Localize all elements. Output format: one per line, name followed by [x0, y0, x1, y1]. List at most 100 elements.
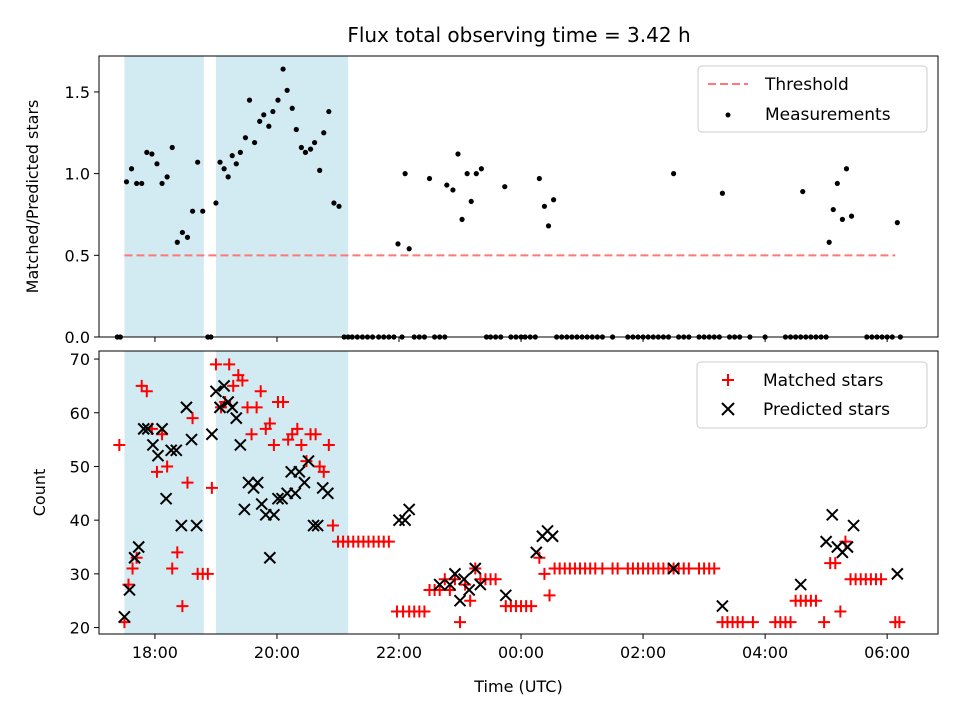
predicted-star-point: [499, 589, 512, 602]
predicted-star-point: [398, 513, 412, 527]
shaded-region: [215, 56, 349, 337]
predicted-star-point: [185, 433, 198, 446]
measurement-point: [213, 200, 219, 206]
predicted-star-point: [155, 422, 169, 436]
plot-frame: [98, 350, 939, 635]
matched-star-point: [809, 594, 822, 607]
matched-star-point: [171, 546, 184, 559]
predicted-star-point: [841, 540, 854, 554]
matched-star-point: [784, 616, 797, 629]
measurement-point: [321, 130, 327, 136]
measurement-point: [541, 203, 548, 209]
predicted-star-point: [448, 567, 462, 581]
measurement-point: [200, 208, 206, 214]
measurement-point: [284, 87, 290, 93]
matched-star-point: [382, 535, 395, 548]
measurement-point: [217, 159, 223, 165]
measurement-point: [174, 239, 180, 245]
bottom-panel: 20 30 40 50 60 70 18:00 20:00 22:00 00:00 02:00 04:…: [30, 350, 939, 696]
measurement-point: [302, 149, 309, 155]
predicted-star-point: [164, 444, 178, 457]
legend-measurements-label: Measurements: [765, 105, 891, 125]
predicted-star-point: [307, 519, 320, 532]
predicted-star-point: [151, 449, 165, 462]
x-tick-label: 06:00: [864, 643, 910, 662]
top-legend-box: [697, 65, 928, 133]
matched-star-point: [113, 438, 126, 451]
x-tick-label: 04:00: [742, 643, 788, 662]
predicted-star-point: [263, 551, 277, 564]
predicted-star-point: [255, 497, 268, 511]
measurement-point: [184, 234, 191, 240]
matched-star-point: [611, 562, 624, 575]
measurement-point: [839, 216, 846, 222]
top-legend: Threshold Measurements: [697, 65, 928, 133]
bottom-legend: Matched stars Predicted stars: [696, 361, 928, 429]
measurement-point: [154, 161, 160, 167]
predicted-star-point: [137, 422, 150, 436]
measurement-point: [459, 216, 465, 222]
measurement-point: [395, 241, 401, 247]
matched-star-point: [682, 562, 695, 575]
measurement-point: [289, 105, 295, 111]
y-tick-label: 60: [70, 404, 90, 423]
measurement-point: [550, 197, 557, 203]
matched-star-point: [533, 551, 546, 564]
matched-star-point: [140, 385, 153, 398]
predicted-star-point: [302, 454, 315, 468]
measurement-point: [139, 180, 145, 187]
measurement-point: [502, 184, 508, 190]
predicted-star-point: [462, 583, 476, 597]
matched-star-point: [223, 358, 236, 371]
predicted-star-point: [267, 508, 281, 521]
predicted-star-point: [457, 573, 471, 586]
predicted-star-point: [530, 546, 543, 559]
measurement-point: [843, 166, 850, 172]
predicted-star-point: [226, 401, 239, 414]
measurement-point: [848, 213, 855, 219]
matched-star-point: [454, 616, 467, 629]
measurement-point: [311, 139, 318, 146]
predicted-star-point: [209, 385, 223, 398]
predicted-star-point: [453, 594, 467, 607]
y-axis-label: Matched/Predicted stars: [23, 100, 42, 294]
predicted-star-point: [443, 578, 457, 591]
predicted-star-point: [230, 411, 243, 425]
predicted-star-point: [311, 519, 324, 532]
measurement-point: [144, 149, 150, 155]
y-tick-label: 50: [70, 457, 90, 476]
predicted-star-point: [146, 438, 160, 452]
predicted-star-point: [190, 519, 203, 532]
matched-star-point: [181, 476, 194, 489]
measurement-point: [426, 175, 433, 182]
predicted-star-point: [123, 583, 136, 597]
matched-star-point: [245, 428, 258, 441]
measurement-point: [834, 180, 840, 187]
matched-star-point: [201, 567, 214, 580]
predicted-star-point: [819, 535, 833, 548]
legend-threshold-label: Threshold: [764, 75, 849, 95]
measurement-point: [298, 144, 304, 151]
predicted-star-point: [293, 465, 306, 479]
predicted-star-point: [170, 444, 183, 457]
predicted-star-point: [469, 562, 482, 575]
legend-measurements-swatch: [725, 112, 731, 118]
matched-star-point: [300, 455, 313, 468]
matched-star-point: [161, 460, 174, 473]
measurement-point: [444, 182, 450, 188]
measurement-point: [473, 171, 479, 177]
predicted-star-point: [180, 401, 193, 414]
predicted-star-point: [271, 492, 285, 505]
y-tick-label: 0.5: [65, 246, 90, 265]
measurement-point: [237, 149, 243, 155]
y-tick-label: 1.0: [65, 165, 90, 184]
measurement-point: [545, 223, 552, 229]
shaded-region: [124, 56, 204, 337]
measurement-point: [242, 135, 249, 141]
x-axis-label: Time (UTC): [473, 677, 562, 696]
predicted-star-point: [433, 578, 446, 591]
predicted-star-point: [474, 578, 487, 591]
measurement-point: [233, 161, 239, 167]
measurement-point: [468, 198, 474, 205]
